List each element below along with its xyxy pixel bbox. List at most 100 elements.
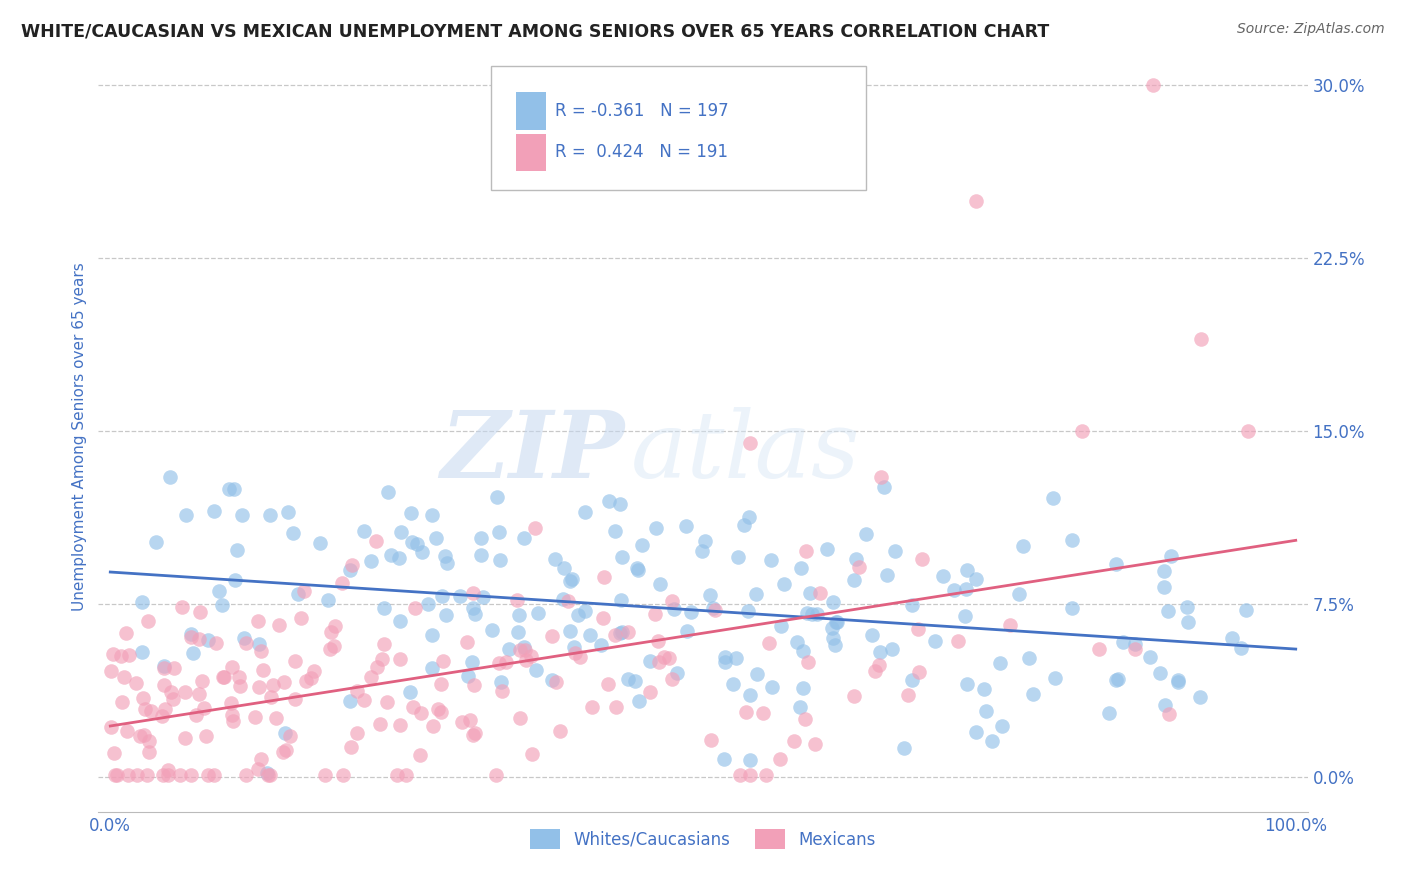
Point — [319, 642, 342, 657]
Point — [574, 505, 596, 519]
Point — [638, 654, 661, 668]
Point — [422, 719, 444, 733]
Point — [456, 635, 478, 649]
Point — [1112, 634, 1135, 648]
Point — [260, 690, 283, 704]
Point — [432, 654, 454, 668]
Point — [346, 726, 368, 740]
Point — [235, 635, 257, 649]
Point — [650, 577, 672, 591]
Point — [156, 764, 179, 778]
Point — [1234, 603, 1257, 617]
Point — [786, 635, 808, 649]
Point — [553, 560, 575, 574]
Point — [845, 551, 868, 566]
Point — [436, 556, 458, 570]
Point — [112, 670, 135, 684]
Point — [740, 435, 762, 450]
Point — [1222, 632, 1244, 646]
Point — [815, 541, 838, 556]
Point — [430, 676, 453, 690]
Point — [323, 639, 346, 653]
Point — [661, 672, 683, 686]
Point — [186, 708, 208, 723]
Point — [145, 534, 167, 549]
Point — [488, 525, 510, 540]
Point — [339, 564, 361, 578]
Point — [138, 745, 160, 759]
Point — [155, 701, 177, 715]
Point — [131, 645, 153, 659]
Point — [464, 726, 486, 740]
Point — [675, 519, 697, 533]
Point — [368, 717, 391, 731]
Point — [485, 491, 508, 505]
Point — [662, 602, 685, 616]
Point — [681, 605, 703, 619]
Point — [340, 558, 363, 573]
Point — [1156, 604, 1178, 618]
Point — [699, 588, 721, 602]
Point — [728, 768, 751, 782]
Point — [955, 582, 977, 596]
Point — [1167, 673, 1189, 687]
Point — [901, 598, 924, 612]
Point — [250, 752, 273, 766]
Point — [561, 572, 583, 586]
Point — [956, 563, 979, 577]
Point — [695, 533, 717, 548]
Point — [420, 627, 443, 641]
Point — [399, 685, 422, 699]
Point — [264, 711, 287, 725]
Point — [191, 674, 214, 689]
Point — [212, 670, 235, 684]
Point — [508, 607, 530, 622]
Point — [513, 531, 536, 545]
Point — [420, 661, 443, 675]
Point — [277, 505, 299, 519]
Point — [353, 693, 375, 707]
Point — [1060, 533, 1083, 547]
Point — [273, 675, 295, 690]
Point — [174, 685, 197, 699]
Point — [247, 680, 270, 694]
Point — [509, 711, 531, 725]
Point — [869, 644, 891, 658]
Point — [897, 688, 920, 702]
Point — [450, 714, 472, 729]
Point — [125, 768, 148, 782]
Point — [773, 577, 796, 591]
Point — [388, 652, 411, 666]
Point — [163, 661, 186, 675]
Text: R =  0.424   N = 191: R = 0.424 N = 191 — [555, 144, 728, 161]
Point — [562, 640, 585, 655]
Point — [605, 627, 627, 641]
Point — [740, 688, 762, 702]
Point — [193, 701, 215, 715]
Point — [907, 623, 929, 637]
Point — [735, 705, 758, 719]
Point — [225, 542, 247, 557]
Point — [433, 549, 456, 564]
Point — [808, 586, 831, 600]
Point — [759, 552, 782, 566]
Point — [526, 606, 548, 620]
Point — [560, 624, 582, 638]
Point — [509, 642, 531, 657]
Point — [652, 650, 675, 665]
Point — [360, 553, 382, 567]
Point — [274, 743, 297, 757]
Point — [463, 678, 485, 692]
Point — [153, 661, 176, 675]
Point — [353, 524, 375, 538]
Point — [1123, 637, 1146, 651]
Point — [387, 550, 409, 565]
Point — [1008, 587, 1031, 601]
Point — [271, 745, 294, 759]
Point — [523, 521, 546, 535]
Point — [436, 608, 458, 623]
Point — [138, 734, 160, 748]
Point — [548, 723, 571, 738]
Point — [346, 684, 368, 698]
Point — [218, 482, 240, 496]
